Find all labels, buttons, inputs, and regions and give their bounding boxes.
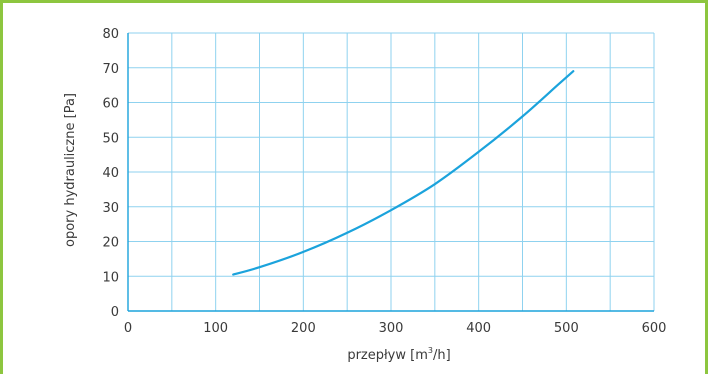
y-tick-label: 40 [102, 166, 119, 181]
x-axis-label-sup: 3 [428, 346, 433, 355]
x-tick-label: 500 [554, 321, 579, 336]
x-tick-label: 600 [642, 321, 667, 336]
axes [127, 33, 654, 312]
grid [127, 32, 655, 312]
y-tick-label: 10 [102, 270, 119, 285]
x-tick-label: 300 [379, 321, 404, 336]
y-tick-label: 30 [102, 201, 119, 216]
series [232, 70, 575, 276]
x-tick-label: 0 [124, 321, 132, 336]
y-tick-label: 20 [102, 236, 119, 251]
x-tick-label: 100 [203, 321, 228, 336]
x-tick-labels: 0 100 200 300 400 500 600 [124, 321, 667, 336]
x-axis-label-tail: /h] [433, 348, 451, 363]
y-tick-label: 50 [102, 131, 119, 146]
y-tick-label: 80 [102, 27, 119, 42]
x-axis-label: przepływ [m3/h] [347, 346, 450, 363]
y-axis-label: opory hydrauliczne [Pa] [63, 93, 78, 247]
y-tick-label: 60 [102, 97, 119, 112]
x-axis-label-main: przepływ [m [347, 348, 428, 363]
flow-resistance-chart: 0 10 20 30 40 50 60 70 80 0 100 200 300 400 500 600 pr… [63, 27, 667, 363]
x-tick-label: 400 [466, 321, 491, 336]
series-line [232, 70, 575, 276]
y-tick-label: 0 [111, 305, 119, 320]
x-tick-label: 200 [291, 321, 316, 336]
y-tick-label: 70 [102, 62, 119, 77]
y-tick-labels: 0 10 20 30 40 50 60 70 80 [102, 27, 119, 320]
